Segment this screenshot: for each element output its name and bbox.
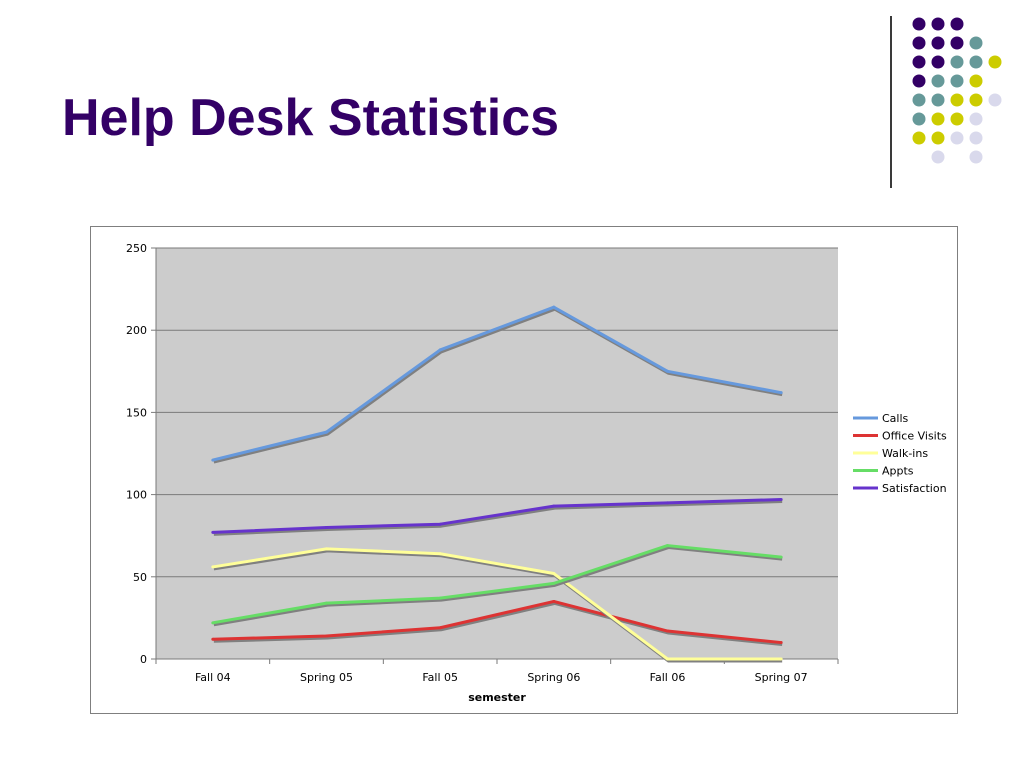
data-point [438,596,442,600]
decor-dot [950,131,964,145]
decor-dot [931,112,945,126]
legend-label: Satisfaction [882,482,947,495]
data-point [552,581,556,585]
decor-dot [912,36,926,50]
y-tick-label: 50 [133,571,147,584]
plot-area [156,248,838,659]
data-point [552,572,556,576]
decor-dot [969,150,983,164]
data-point [779,555,783,559]
data-point [666,629,669,633]
data-point [325,601,328,605]
decor-dot [950,36,964,50]
data-point [779,391,783,395]
data-point [552,599,556,603]
decor-dot [950,74,964,88]
data-point [779,641,783,645]
data-point [211,458,215,462]
series-line-office-visits [212,599,782,645]
decor-dot [931,74,945,88]
y-tick-label: 150 [126,406,147,419]
data-point [779,657,783,661]
x-axis-label: semester [468,691,526,704]
y-tick-label: 200 [126,324,147,337]
data-point [438,552,442,556]
data-point [211,565,215,569]
data-point [325,525,328,529]
decor-dot [950,17,964,31]
legend-label: Office Visits [882,430,947,443]
decor-dot [969,74,983,88]
decor-dot [969,55,983,69]
data-point [666,369,669,373]
legend-label: Appts [882,465,914,478]
decor-dot [912,17,926,31]
data-point [438,522,442,526]
data-point [438,348,442,352]
line-chart: 0 50 100 150 200 250 Fall 04 Spring 05 Fall 05 Sp… [126,242,947,704]
legend-label: Walk-ins [882,447,928,460]
decor-dot [950,93,964,107]
decor-dot [912,112,926,126]
data-point [666,501,669,505]
decor-dot [931,36,945,50]
decor-dot [912,93,926,107]
data-point [666,657,669,661]
decor-dot [912,131,926,145]
divider-line [890,16,892,188]
data-point [325,430,328,434]
series-shadow [213,307,783,464]
decor-dot [950,55,964,69]
data-point [779,498,783,502]
series-line-satisfaction [212,498,782,534]
y-tick-label: 250 [126,242,147,255]
decor-dot [931,93,945,107]
series-line-walk-ins [212,547,782,661]
series-line-calls [212,305,782,462]
data-point [552,305,556,309]
data-point [552,504,556,508]
decor-dot [969,131,983,145]
y-tick-label: 100 [126,489,147,502]
series-shadow [213,601,783,647]
decor-dot [931,17,945,31]
y-tick-label: 0 [140,653,147,666]
series-shadow [213,549,783,663]
data-point [211,621,215,625]
data-point [211,637,215,641]
x-tick-label: Spring 05 [300,671,353,684]
x-tick-label: Spring 07 [755,671,808,684]
data-point [211,530,215,534]
decor-dot [912,55,926,69]
slide-title: Help Desk Statistics [62,89,560,147]
data-point [325,634,328,638]
data-point [438,626,442,630]
decor-dot [950,112,964,126]
chart-frame: 0 50 100 150 200 250 Fall 04 Spring 05 Fall 05 Sp… [90,226,958,714]
decor-dot [988,93,1002,107]
data-point [666,544,669,548]
decor-dot [969,93,983,107]
x-tick-label: Spring 06 [527,671,580,684]
decor-dot [931,150,945,164]
decor-dot [969,112,983,126]
decor-dot [912,74,926,88]
decor-dot [931,131,945,145]
decor-dot [969,36,983,50]
series-shadow [213,546,783,627]
x-tick-label: Fall 05 [422,671,458,684]
legend-label: Calls [882,412,909,425]
series-shadow [213,500,783,536]
x-tick-label: Fall 04 [195,671,231,684]
series-line-appts [212,544,782,625]
decor-dot [931,55,945,69]
decorative-dot-grid [912,17,1002,164]
data-point [325,547,328,551]
x-tick-label: Fall 06 [650,671,686,684]
decor-dot [988,55,1002,69]
